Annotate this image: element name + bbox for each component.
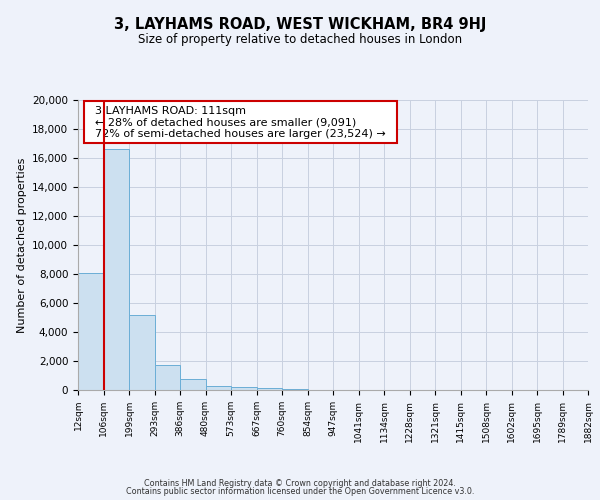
Bar: [155, 364, 180, 390]
Text: Size of property relative to detached houses in London: Size of property relative to detached ho…: [138, 32, 462, 46]
Text: 3 LAYHAMS ROAD: 111sqm
  ← 28% of detached houses are smaller (9,091)
  72% of s: 3 LAYHAMS ROAD: 111sqm ← 28% of detached…: [88, 106, 393, 139]
Bar: [78, 272, 104, 390]
Bar: [180, 379, 205, 390]
Bar: [257, 388, 282, 390]
Text: Contains public sector information licensed under the Open Government Licence v3: Contains public sector information licen…: [126, 487, 474, 496]
Text: Contains HM Land Registry data © Crown copyright and database right 2024.: Contains HM Land Registry data © Crown c…: [144, 478, 456, 488]
Bar: [231, 387, 257, 390]
Bar: [282, 388, 308, 390]
Bar: [129, 314, 155, 390]
Y-axis label: Number of detached properties: Number of detached properties: [17, 158, 26, 332]
Bar: [104, 150, 129, 390]
Bar: [205, 386, 231, 390]
Text: 3, LAYHAMS ROAD, WEST WICKHAM, BR4 9HJ: 3, LAYHAMS ROAD, WEST WICKHAM, BR4 9HJ: [114, 18, 486, 32]
